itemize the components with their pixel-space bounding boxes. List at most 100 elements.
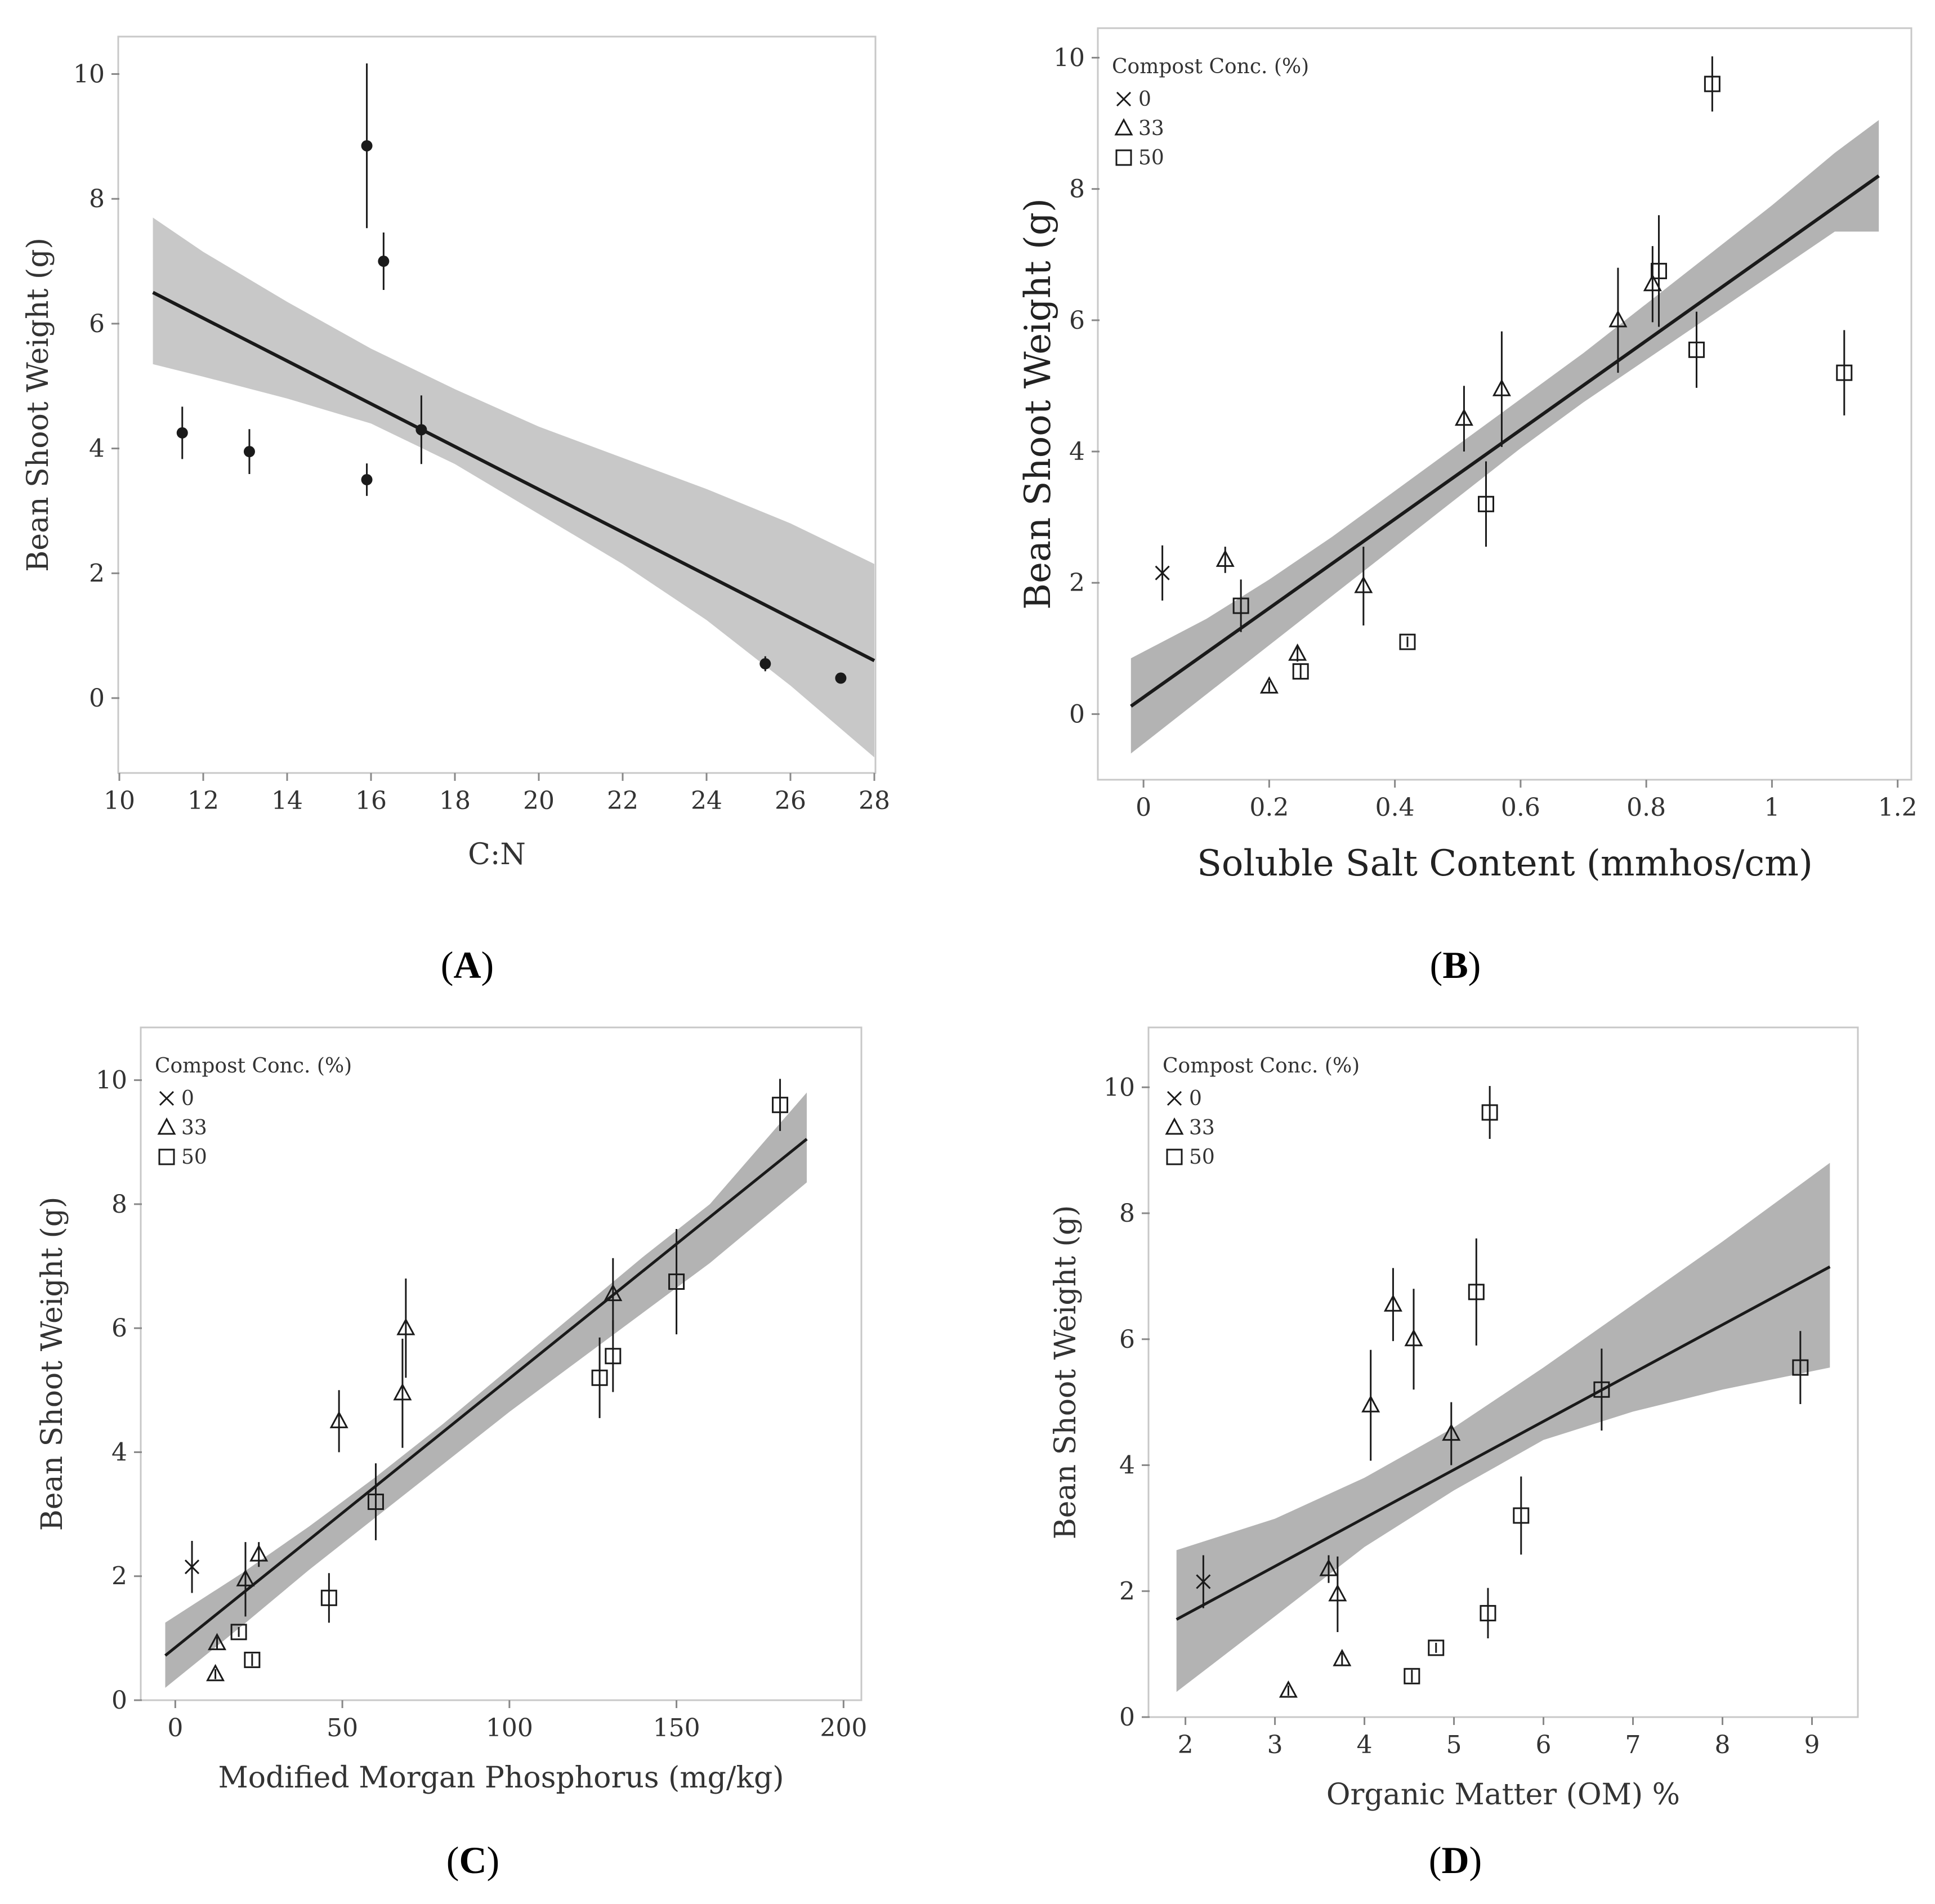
panel-b-data-point [1232, 597, 1249, 614]
panel-b-data-point [1643, 274, 1662, 292]
panel-b-x-tick-label: 0.4 [1375, 793, 1415, 822]
panel-b-legend-title: Compost Conc. (%) [1112, 55, 1309, 78]
panel-c-x-tick-label: 100 [486, 1714, 533, 1742]
panel-c-chart: 0 50 100 150 200 0 2 4 6 8 10 Modified Morgan Phosp… [35, 1026, 867, 1795]
panel-d-x-tick-label: 4 [1357, 1731, 1373, 1759]
panel-c-y-tick-label: 4 [111, 1438, 127, 1467]
panel-c-data-point [591, 1369, 608, 1386]
panel-b-x-tick-label: 0.2 [1249, 793, 1289, 822]
panel-c-data-point [367, 1494, 384, 1510]
panel-c-x-tick-label: 50 [327, 1714, 358, 1742]
panel-c-legend-entry: 33 [181, 1116, 207, 1139]
panel-a-y-tick-label: 6 [89, 310, 105, 338]
panel-b-fit-line [1130, 174, 1880, 708]
panel-d-plot-frame [1147, 1026, 1859, 1718]
panel-b-data-point [1259, 676, 1279, 694]
panel-b-y-tick-label: 0 [1069, 700, 1085, 728]
panel-d-data-point [1480, 1604, 1496, 1621]
panel-d-confidence-band [1176, 1163, 1830, 1692]
panel-b-label: (B) [1430, 944, 1481, 986]
panel-d-legend-entry: 33 [1189, 1116, 1215, 1139]
panel-a-y-tick-label: 0 [89, 684, 105, 713]
panel-c-x-tick-label: 0 [167, 1714, 183, 1742]
panel-d-y-tick-label: 6 [1119, 1325, 1135, 1354]
panel-c-data-point [249, 1544, 269, 1562]
panel-c-data-point [244, 1651, 261, 1668]
panel-d-data-point [1513, 1507, 1530, 1524]
panel-c-label: (C) [446, 1839, 499, 1881]
panel-b-x-tick-label: 0.8 [1626, 793, 1666, 822]
panel-a-x-tick-label: 12 [187, 786, 219, 815]
panel-a-x-tick-label: 18 [439, 786, 471, 815]
panel-c-data-point [604, 1284, 623, 1302]
panel-d-data-point [1481, 1104, 1498, 1121]
panel-a-label: (A) [441, 944, 494, 986]
panel-c-y-tick-label: 8 [111, 1190, 127, 1219]
panel-b-data-point [1399, 633, 1416, 650]
panel-b-y-tick-label: 6 [1069, 306, 1085, 335]
panel-b-data-point [1478, 495, 1495, 512]
panel-d-legend-entry: 0 [1189, 1087, 1202, 1110]
panel-b-plot-frame [1097, 27, 1912, 781]
panel-a-data-point [378, 256, 390, 267]
panel-a-y-tick-label: 2 [89, 559, 105, 588]
panel-c-legend-entry: 0 [181, 1087, 194, 1110]
panel-c-data-point [772, 1097, 789, 1114]
panel-d-data-point [1328, 1584, 1347, 1602]
panel-b-data-point [1215, 549, 1235, 567]
panel-b-data-point [1155, 565, 1170, 580]
panel-d-x-tick-label: 9 [1804, 1731, 1820, 1759]
panel-b-chart: 0 0.2 0.4 0.6 0.8 1 1.2 0 2 4 6 8 10 Soluble Salt Con… [1017, 27, 1918, 884]
panel-a-y-tick-label: 8 [89, 185, 105, 213]
panel-a-x-tick-label: 24 [691, 786, 722, 815]
panel-b-x-tick-label: 0 [1136, 793, 1151, 822]
panel-c-data-point [236, 1569, 255, 1586]
panel-b-legend-entry: 33 [1138, 117, 1164, 140]
panel-b-data-point [1492, 379, 1511, 396]
panel-c-confidence-band [165, 1092, 807, 1688]
panel-c-legend-marker [159, 1090, 175, 1106]
panel-b-x-axis-label: Soluble Salt Content (mmhos/cm) [1197, 843, 1813, 884]
panel-c-x-axis-label: Modified Morgan Phosphorus (mg/kg) [218, 1761, 784, 1795]
panel-d-data-point [1361, 1395, 1380, 1413]
panel-c-legend-entry: 50 [181, 1146, 207, 1169]
panel-b-data-point [1836, 364, 1853, 381]
panel-b-confidence-band [1130, 120, 1879, 754]
panel-d-y-tick-label: 0 [1119, 1703, 1135, 1732]
panel-d-fit-line [1176, 1265, 1831, 1621]
panel-d-x-tick-label: 6 [1536, 1731, 1552, 1759]
panel-d-x-tick-label: 2 [1178, 1731, 1194, 1759]
panel-b-data-point [1288, 643, 1307, 661]
panel-b-x-tick-label: 1.2 [1878, 793, 1918, 822]
panel-a-confidence-band [153, 217, 875, 758]
panel-a-data-point [243, 446, 255, 458]
panel-c-y-tick-label: 10 [96, 1066, 127, 1095]
panel-c-legend-marker [158, 1148, 175, 1165]
panel-a-x-tick-label: 28 [859, 786, 890, 815]
panel-d-data-point [1428, 1639, 1445, 1656]
panel-d-x-tick-label: 5 [1446, 1731, 1462, 1759]
panel-b-data-point [1650, 262, 1667, 279]
panel-d-data-point [1792, 1359, 1809, 1376]
panel-d-y-axis-label: Bean Shoot Weight (g) [1049, 1205, 1083, 1540]
panel-d-legend-marker [1165, 1117, 1184, 1135]
panel-c-y-tick-label: 6 [111, 1314, 127, 1343]
panel-c-legend-marker [157, 1117, 176, 1135]
panel-c-data-point [320, 1589, 337, 1606]
panel-c-x-tick-label: 200 [820, 1714, 867, 1742]
panel-b-y-tick-label: 2 [1069, 569, 1085, 597]
panel-a-x-tick-label: 22 [607, 786, 638, 815]
panel-d-data-point [1468, 1284, 1485, 1300]
panel-a-data-point [759, 658, 771, 670]
panel-a-y-tick-label: 4 [89, 435, 105, 463]
panel-c-data-point [329, 1411, 348, 1428]
panel-d-data-point [1319, 1558, 1338, 1576]
panel-c-data-point [230, 1624, 247, 1641]
panel-d-y-tick-label: 8 [1119, 1199, 1135, 1228]
panel-d-x-tick-label: 8 [1715, 1731, 1731, 1759]
panel-d-label: (D) [1429, 1839, 1482, 1881]
panel-a-fit-line [152, 290, 875, 663]
panel-d-x-axis-label: Organic Matter (OM) % [1326, 1778, 1680, 1812]
panel-b-y-tick-label: 10 [1053, 43, 1085, 72]
